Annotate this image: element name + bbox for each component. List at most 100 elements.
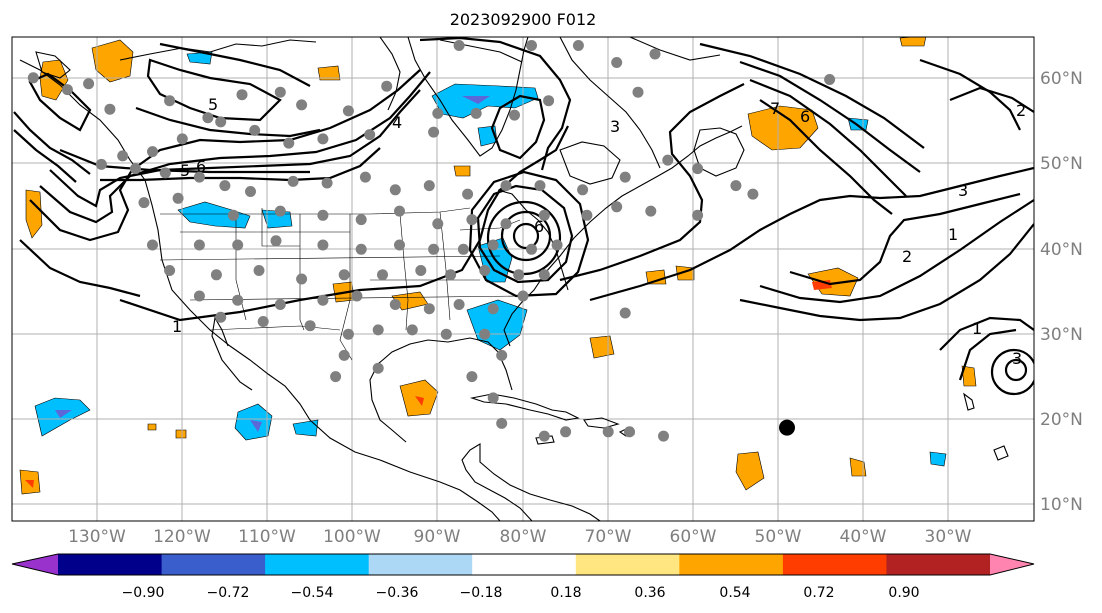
observation-marker	[543, 95, 555, 107]
observation-marker	[466, 214, 478, 226]
observation-marker	[487, 303, 499, 315]
observation-marker	[496, 349, 508, 361]
highlight-marker	[779, 419, 795, 436]
contour-label: 6	[534, 217, 544, 236]
colorbar-bin	[161, 554, 266, 575]
observation-marker	[526, 40, 537, 51]
observation-marker	[249, 124, 261, 136]
observation-marker	[394, 205, 405, 217]
observation-marker	[377, 269, 388, 281]
observation-marker	[83, 78, 95, 90]
observation-marker	[321, 177, 333, 189]
colorbar-tick-label: −0.36	[376, 585, 419, 601]
colorbar-bin	[679, 554, 784, 575]
observation-marker	[317, 294, 329, 306]
observation-marker	[730, 180, 742, 192]
observation-marker	[406, 324, 418, 336]
colorbar-tick-label: −0.90	[122, 585, 165, 601]
observation-marker	[389, 184, 401, 196]
lon-label: 70°W	[585, 527, 632, 547]
lat-label: 30°N	[1040, 325, 1083, 345]
observation-marker	[147, 239, 158, 251]
observation-marker	[296, 273, 308, 285]
observation-marker	[517, 290, 529, 302]
observation-marker	[117, 150, 129, 162]
observation-marker	[534, 180, 546, 192]
observation-marker	[432, 218, 444, 230]
colorbar-bins	[12, 554, 1034, 575]
colorbar-bin	[265, 554, 370, 575]
observation-marker	[538, 430, 550, 442]
observation-marker	[445, 269, 457, 281]
observation-marker	[466, 371, 478, 383]
observation-marker	[245, 186, 256, 197]
colorbar-tick-label: 0.72	[803, 585, 834, 601]
observation-marker	[202, 112, 214, 124]
observation-marker	[138, 197, 150, 209]
observation-marker	[61, 84, 73, 96]
colorbar-tick-label: −0.54	[291, 585, 334, 601]
observation-marker	[232, 294, 244, 306]
contour-label: 4	[392, 113, 402, 132]
observation-marker	[415, 265, 427, 276]
observation-marker	[538, 209, 550, 221]
colorbar-ticks: −0.90 −0.72 −0.54 −0.36 −0.18 0.18 0.36 …	[122, 585, 920, 601]
colorbar-tick-label: −0.18	[460, 585, 503, 601]
lon-label: 120°W	[153, 527, 211, 547]
observation-marker	[487, 239, 499, 251]
observation-marker	[428, 243, 440, 255]
observation-marker	[342, 328, 354, 340]
observation-marker	[317, 239, 329, 251]
lon-label: 90°W	[414, 527, 461, 547]
observation-marker	[551, 239, 563, 251]
longitude-labels: 130°W 120°W 110°W 100°W 90°W 80°W 70°W 6…	[68, 527, 972, 547]
lon-label: 30°W	[925, 527, 972, 547]
colorbar-tick-label: 0.36	[634, 585, 665, 601]
contour-label: 3	[958, 181, 968, 200]
contour-label: 3	[1012, 349, 1022, 368]
observation-marker	[338, 349, 350, 361]
graticule	[12, 37, 1034, 521]
observation-marker	[164, 265, 176, 276]
observation-marker	[215, 311, 227, 323]
observation-marker	[602, 426, 614, 438]
observation-marker	[428, 126, 440, 138]
observation-marker	[619, 171, 631, 183]
observation-marker	[270, 235, 282, 247]
lon-label: 50°W	[755, 527, 802, 547]
observation-marker	[496, 417, 508, 429]
contour-label: 6	[800, 107, 810, 126]
observation-marker	[824, 74, 836, 85]
lon-label: 130°W	[68, 527, 126, 547]
observation-marker	[479, 265, 491, 276]
observation-marker	[287, 175, 299, 187]
observation-marker	[296, 99, 308, 111]
observation-marker	[381, 80, 393, 92]
observation-marker	[453, 40, 465, 51]
observation-marker	[227, 209, 239, 221]
observation-marker	[747, 188, 759, 200]
observation-marker	[193, 239, 205, 251]
observation-marker	[147, 146, 158, 158]
observation-marker	[159, 167, 171, 179]
observation-marker	[317, 209, 329, 221]
observation-marker	[372, 362, 384, 374]
contour-label: 3	[610, 117, 620, 136]
observation-marker	[95, 158, 107, 170]
colorbar-tick-label: −0.72	[207, 585, 250, 601]
observation-marker	[453, 299, 465, 310]
observation-marker	[538, 269, 550, 281]
observation-marker	[210, 269, 222, 281]
observation-marker	[176, 133, 188, 145]
observation-marker	[632, 86, 644, 98]
observation-marker	[432, 107, 444, 119]
observation-marker	[692, 209, 704, 221]
contour-label: 5	[180, 161, 190, 180]
observation-marker	[359, 171, 371, 183]
observation-marker	[479, 328, 491, 340]
observation-marker	[649, 48, 661, 60]
observation-marker	[526, 243, 537, 255]
observation-marker	[164, 95, 176, 107]
colorbar-bin	[472, 554, 577, 575]
